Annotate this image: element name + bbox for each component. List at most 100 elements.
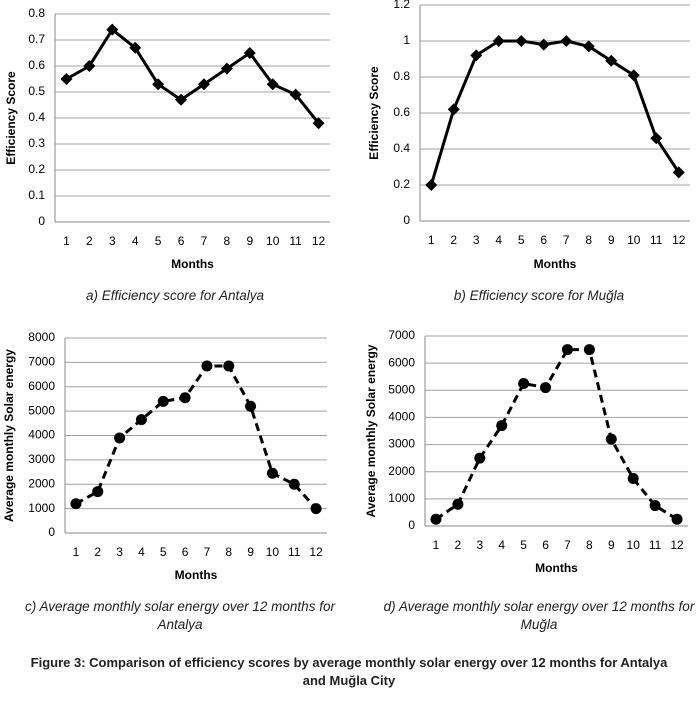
x-tick-label: 7 bbox=[204, 545, 211, 559]
x-axis-label: Months bbox=[175, 568, 218, 582]
x-tick-label: 8 bbox=[225, 545, 232, 559]
marker bbox=[175, 93, 188, 106]
x-tick-label: 2 bbox=[455, 538, 462, 552]
y-axis-label: Average monthly Solar energy bbox=[2, 349, 16, 522]
x-axis-label: Months bbox=[535, 561, 578, 575]
y-tick-label: 7000 bbox=[28, 355, 55, 369]
x-tick-label: 3 bbox=[109, 234, 116, 248]
y-tick-label: 0.6 bbox=[28, 58, 45, 72]
y-tick-label: 2000 bbox=[388, 464, 415, 478]
marker bbox=[582, 40, 595, 53]
line bbox=[75, 364, 318, 510]
x-tick-label: 6 bbox=[182, 545, 189, 559]
marker bbox=[425, 179, 438, 191]
y-tick-label: 0.5 bbox=[28, 84, 45, 98]
y-tick-label: 0.2 bbox=[393, 177, 410, 191]
y-tick-label: 5000 bbox=[28, 403, 55, 417]
x-tick-label: 4 bbox=[138, 545, 145, 559]
marker bbox=[310, 503, 322, 515]
x-tick-label: 6 bbox=[540, 233, 547, 247]
x-tick-label: 11 bbox=[288, 545, 301, 559]
y-tick-label: 1000 bbox=[388, 491, 415, 505]
marker bbox=[649, 500, 661, 512]
x-tick-label: 7 bbox=[564, 538, 571, 552]
y-tick-label: 0.6 bbox=[393, 105, 410, 119]
x-tick-label: 3 bbox=[476, 538, 483, 552]
y-tick-label: 3000 bbox=[28, 452, 55, 466]
marker bbox=[179, 392, 191, 404]
line bbox=[429, 39, 681, 186]
caption: d) Average monthly solar energy over 12 … bbox=[383, 599, 695, 632]
marker bbox=[560, 35, 573, 47]
y-tick-label: 1 bbox=[403, 33, 410, 47]
x-axis-label: Months bbox=[534, 257, 577, 271]
marker bbox=[245, 400, 257, 412]
y-tick-label: 4000 bbox=[28, 428, 55, 442]
x-tick-label: 10 bbox=[266, 234, 280, 248]
y-axis-label: Efficiency Score bbox=[367, 66, 381, 160]
marker bbox=[266, 78, 279, 91]
marker bbox=[650, 132, 663, 145]
marker bbox=[474, 452, 486, 464]
y-tick-label: 7000 bbox=[388, 328, 415, 342]
marker bbox=[627, 69, 640, 82]
marker bbox=[312, 117, 325, 130]
x-tick-label: 10 bbox=[627, 233, 641, 247]
marker bbox=[605, 54, 618, 67]
line bbox=[65, 27, 320, 125]
x-tick-label: 12 bbox=[670, 538, 684, 552]
x-tick-label: 12 bbox=[312, 234, 326, 248]
x-tick-label: 11 bbox=[649, 538, 662, 552]
marker bbox=[470, 49, 483, 62]
x-tick-label: 12 bbox=[672, 233, 686, 247]
marker bbox=[515, 35, 528, 47]
x-tick-label: 9 bbox=[608, 233, 615, 247]
x-tick-label: 5 bbox=[520, 538, 527, 552]
marker bbox=[220, 62, 233, 75]
y-tick-label: 0.4 bbox=[393, 141, 410, 155]
y-tick-label: 0.8 bbox=[393, 69, 410, 83]
x-axis-label: Months bbox=[171, 257, 214, 271]
y-tick-label: 0 bbox=[403, 213, 410, 227]
y-tick-label: 0.1 bbox=[28, 188, 45, 202]
x-tick-label: 8 bbox=[224, 234, 231, 248]
x-tick-label: 10 bbox=[266, 545, 280, 559]
x-tick-label: 8 bbox=[586, 538, 593, 552]
marker bbox=[201, 360, 213, 372]
caption: c) Average monthly solar energy over 12 … bbox=[25, 599, 335, 632]
marker bbox=[92, 486, 104, 498]
y-tick-label: 4000 bbox=[388, 410, 415, 424]
marker bbox=[583, 344, 595, 356]
x-tick-label: 1 bbox=[63, 234, 70, 248]
marker bbox=[452, 498, 464, 510]
figure-caption: Figure 3: Comparison of efficiency score… bbox=[30, 655, 668, 688]
y-tick-label: 1000 bbox=[28, 501, 55, 515]
marker bbox=[430, 513, 442, 525]
marker bbox=[157, 395, 169, 407]
x-tick-label: 5 bbox=[160, 545, 167, 559]
marker bbox=[223, 360, 235, 372]
marker bbox=[152, 78, 165, 91]
y-tick-label: 0.3 bbox=[28, 136, 45, 150]
marker bbox=[60, 73, 73, 85]
x-tick-label: 1 bbox=[73, 545, 80, 559]
x-tick-label: 2 bbox=[86, 234, 93, 248]
y-axis-label: Average monthly Solar energy bbox=[364, 344, 378, 517]
marker bbox=[518, 378, 530, 389]
y-tick-label: 0 bbox=[48, 525, 55, 539]
y-tick-label: 0.7 bbox=[28, 32, 45, 46]
marker bbox=[266, 467, 278, 479]
marker bbox=[605, 433, 617, 445]
marker bbox=[289, 88, 302, 101]
x-tick-label: 4 bbox=[498, 538, 505, 552]
marker bbox=[447, 103, 460, 116]
marker bbox=[671, 513, 683, 525]
x-tick-label: 9 bbox=[247, 545, 254, 559]
caption: b) Efficiency score for Muğla bbox=[453, 288, 625, 303]
y-tick-label: 0.8 bbox=[28, 6, 45, 20]
x-tick-label: 5 bbox=[155, 234, 162, 248]
x-tick-label: 9 bbox=[608, 538, 615, 552]
y-tick-label: 0 bbox=[38, 214, 45, 228]
x-tick-label: 4 bbox=[132, 234, 139, 248]
